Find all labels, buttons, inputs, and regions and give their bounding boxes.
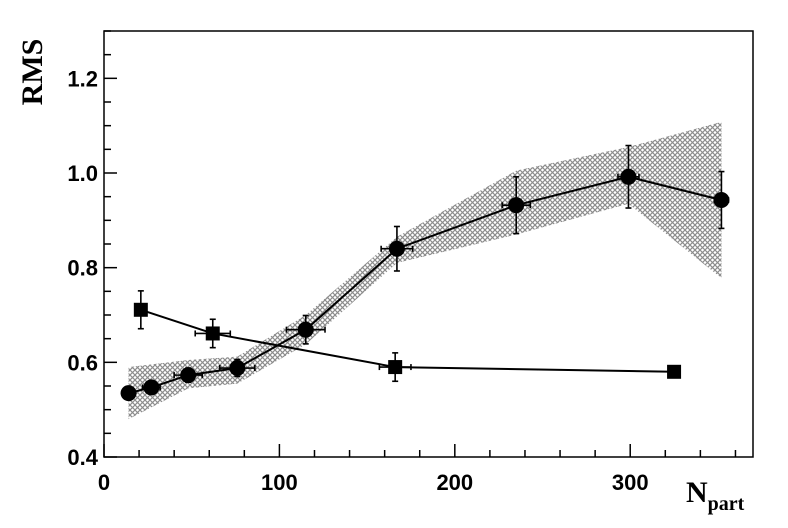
square-marker [388, 360, 403, 375]
markers-layer [120, 168, 730, 402]
series-line-2 [140, 308, 675, 373]
x-tick-label: 300 [612, 470, 649, 495]
y-tick-label: 0.4 [67, 445, 98, 470]
y-axis-title: RMS [16, 39, 49, 106]
circle-marker [620, 168, 637, 185]
x-axis-title: Npart [686, 476, 745, 515]
ticks-layer: 0 100 200 300 0.4 0.6 0.8 1.0 1.2 [67, 30, 737, 495]
y-tick-label: 1.2 [67, 66, 98, 91]
y-tick-label: 0.6 [67, 350, 98, 375]
x-tick-label: 200 [436, 470, 473, 495]
y-tick-label: 1.0 [67, 161, 98, 186]
circle-marker [508, 197, 525, 214]
circle-marker [388, 240, 405, 257]
circle-marker [229, 360, 246, 377]
square-marker [133, 302, 148, 317]
square-marker [667, 364, 682, 379]
x-axis-title-main: N [686, 476, 708, 509]
y-tick-label: 0.8 [67, 256, 98, 281]
circle-marker [143, 379, 160, 396]
circle-marker [180, 367, 197, 384]
systematic-band [128, 121, 722, 420]
x-tick-label: 0 [98, 470, 110, 495]
systematic-band-layer [128, 121, 722, 420]
circle-marker [120, 385, 137, 402]
circle-marker [713, 191, 730, 208]
square-marker [205, 326, 220, 341]
circle-marker [297, 321, 314, 338]
x-axis-title-subscript: part [708, 493, 745, 515]
x-tick-label: 100 [261, 470, 298, 495]
